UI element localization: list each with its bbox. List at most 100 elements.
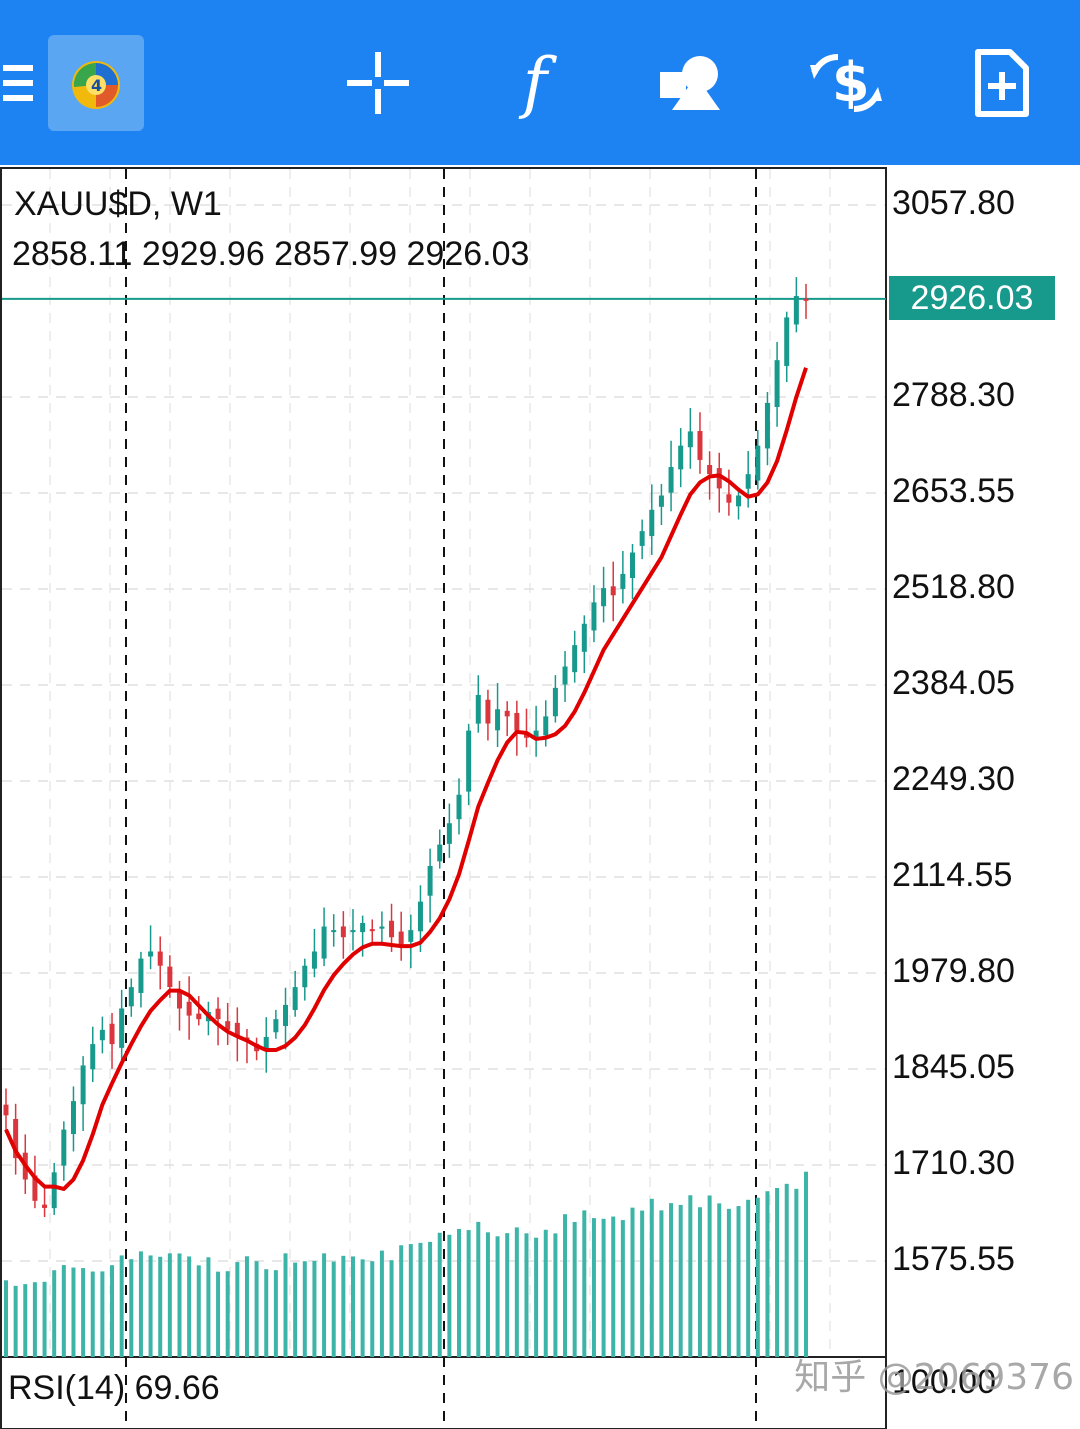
volume-bar [110,1265,115,1357]
candle-body [292,987,298,1010]
volume-bar [572,1221,577,1357]
menu-icon[interactable] [0,0,40,165]
candle-body [601,588,607,607]
svg-text:$: $ [832,51,870,114]
volume-bar [23,1284,28,1357]
indicators-glyph: f [522,43,548,121]
candle-body [697,431,703,460]
volume-bar [235,1262,240,1357]
volume-bar [611,1216,616,1357]
volume-bar [408,1244,413,1357]
volume-bar [167,1253,172,1357]
volume-bar [794,1188,799,1357]
svg-text:4: 4 [91,76,102,95]
volume-bar [138,1251,143,1357]
volume-bar [659,1210,664,1357]
volume-bar [553,1233,558,1357]
ohlc-values: 2858.11 2929.96 2857.99 2926.03 [12,235,530,273]
volume-bar [447,1234,452,1357]
volume-bar [293,1262,298,1357]
candle-body [3,1104,9,1116]
candle-body [572,645,578,673]
candle-body [495,709,501,731]
volume-bar [61,1265,66,1357]
currency-exchange-icon[interactable]: $ [808,0,884,165]
volume-bar [341,1255,346,1357]
volume-bar [148,1255,153,1357]
volume-bar [601,1218,606,1357]
volume-bar [649,1198,654,1357]
candle-body [331,930,337,933]
candle-body [726,494,732,503]
candle-body [475,695,481,724]
top-toolbar: 4 f $ [0,0,1080,165]
volume-bar [100,1271,105,1357]
volume-bar [129,1259,134,1357]
candle-body [764,402,770,449]
volume-bar [755,1197,760,1357]
volume-bar [264,1269,269,1357]
candle-body [167,966,173,988]
indicators-icon[interactable]: f [505,0,565,165]
price-axis-label: 3057.80 [892,184,1015,222]
candle-body [42,1204,48,1208]
volume-bar [514,1227,519,1357]
chart-frame [0,167,887,1429]
price-axis-label: 2249.30 [892,760,1015,798]
candle-body [466,730,472,792]
candle-body [649,509,655,537]
volume-bar [119,1255,124,1357]
candle-body [774,360,780,407]
candle-body [398,931,404,945]
candle-body [138,958,144,993]
volume-bar [726,1208,731,1357]
candle-body [755,445,761,481]
volume-bar [563,1214,568,1357]
price-axis-label: 1710.30 [892,1144,1015,1182]
objects-icon[interactable] [658,0,722,165]
chart-canvas[interactable] [0,165,1080,1429]
price-axis-label: 2653.55 [892,472,1015,510]
volume-bar [350,1256,355,1357]
volume-bar [177,1253,182,1357]
candle-body [581,623,587,652]
candle-body [610,586,616,596]
candle-body [446,823,452,844]
volume-bar [717,1203,722,1357]
volume-bar [495,1236,500,1357]
candle-body [196,1013,202,1020]
candle-body [80,1065,86,1105]
candle-body [427,865,433,896]
volume-bar [418,1242,423,1357]
volume-bar [784,1183,789,1357]
rsi-label: RSI(14) 69.66 [8,1369,220,1407]
candle-body [148,951,154,957]
candle-body [716,468,722,489]
volume-bar [804,1171,808,1357]
candle-body [340,926,346,938]
volume-bar [669,1203,674,1357]
crosshair-icon[interactable] [345,0,411,165]
candle-body [128,987,134,1007]
candle-body [90,1044,96,1070]
volume-bar [620,1220,625,1357]
candle-body [514,712,520,731]
candle-body [61,1129,67,1166]
candle-body [678,445,684,470]
candle-body [321,926,327,959]
volume-bar [765,1191,770,1357]
volume-bar [707,1195,712,1357]
candle-body [630,552,636,579]
price-chart[interactable]: XAUU$D, W1 2858.11 2929.96 2857.99 2926.… [0,165,1080,1429]
volume-bar [630,1207,635,1357]
metatrader-logo[interactable]: 4 [48,0,144,165]
new-order-icon[interactable] [974,0,1030,165]
candle-body [562,666,568,685]
candle-body [32,1175,38,1201]
volume-bar [736,1206,741,1357]
moving-average-line [4,367,808,1191]
volume-bar [254,1261,259,1357]
candle-body [119,1008,125,1048]
candle-body [745,474,751,489]
watermark: 知乎 @2069376 [794,1357,1074,1398]
